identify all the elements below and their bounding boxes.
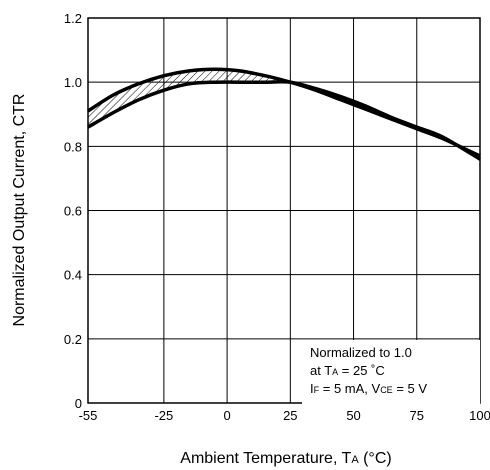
- x-tick-label: 100: [469, 408, 490, 423]
- x-tick-label: 75: [410, 408, 424, 423]
- plot-frame: [87, 17, 481, 404]
- x-tick-label: 50: [346, 408, 360, 423]
- annotation-line-3: IF = 5 mA, VCE = 5 V: [310, 381, 427, 396]
- annotation-line-1: Normalized to 1.0: [310, 345, 412, 360]
- y-tick-label: 1.0: [64, 75, 82, 90]
- y-tick-label: 0.4: [64, 268, 82, 283]
- x-tick-label: 0: [223, 408, 230, 423]
- annotation-line-2: at TA = 25 ˚C: [310, 363, 385, 378]
- y-tick-labels: 0 0.2 0.4 0.6 0.8 1.0 1.2: [64, 11, 82, 411]
- annotation-box: Normalized to 1.0 at TA = 25 ˚C IF = 5 m…: [302, 340, 480, 406]
- y-tick-label: 0.8: [64, 139, 82, 154]
- y-tick-label: 0.6: [64, 204, 82, 219]
- ctr-curves: [87, 67, 481, 161]
- x-axis-title: Ambient Temperature, TA (°C): [180, 450, 391, 467]
- x-tick-label: -55: [79, 408, 98, 423]
- y-tick-label: 1.2: [64, 11, 82, 26]
- x-tick-label: -25: [154, 408, 173, 423]
- y-tick-label: 0: [75, 396, 82, 411]
- annotation-background: [302, 340, 480, 406]
- y-tick-label: 0.2: [64, 332, 82, 347]
- y-axis-title: Normalized Output Current, CTR: [11, 94, 28, 327]
- x-tick-label: 25: [283, 408, 297, 423]
- x-tick-labels: -55 -25 0 25 50 75 100: [79, 408, 490, 423]
- ctr-lower-curve: [87, 79, 481, 161]
